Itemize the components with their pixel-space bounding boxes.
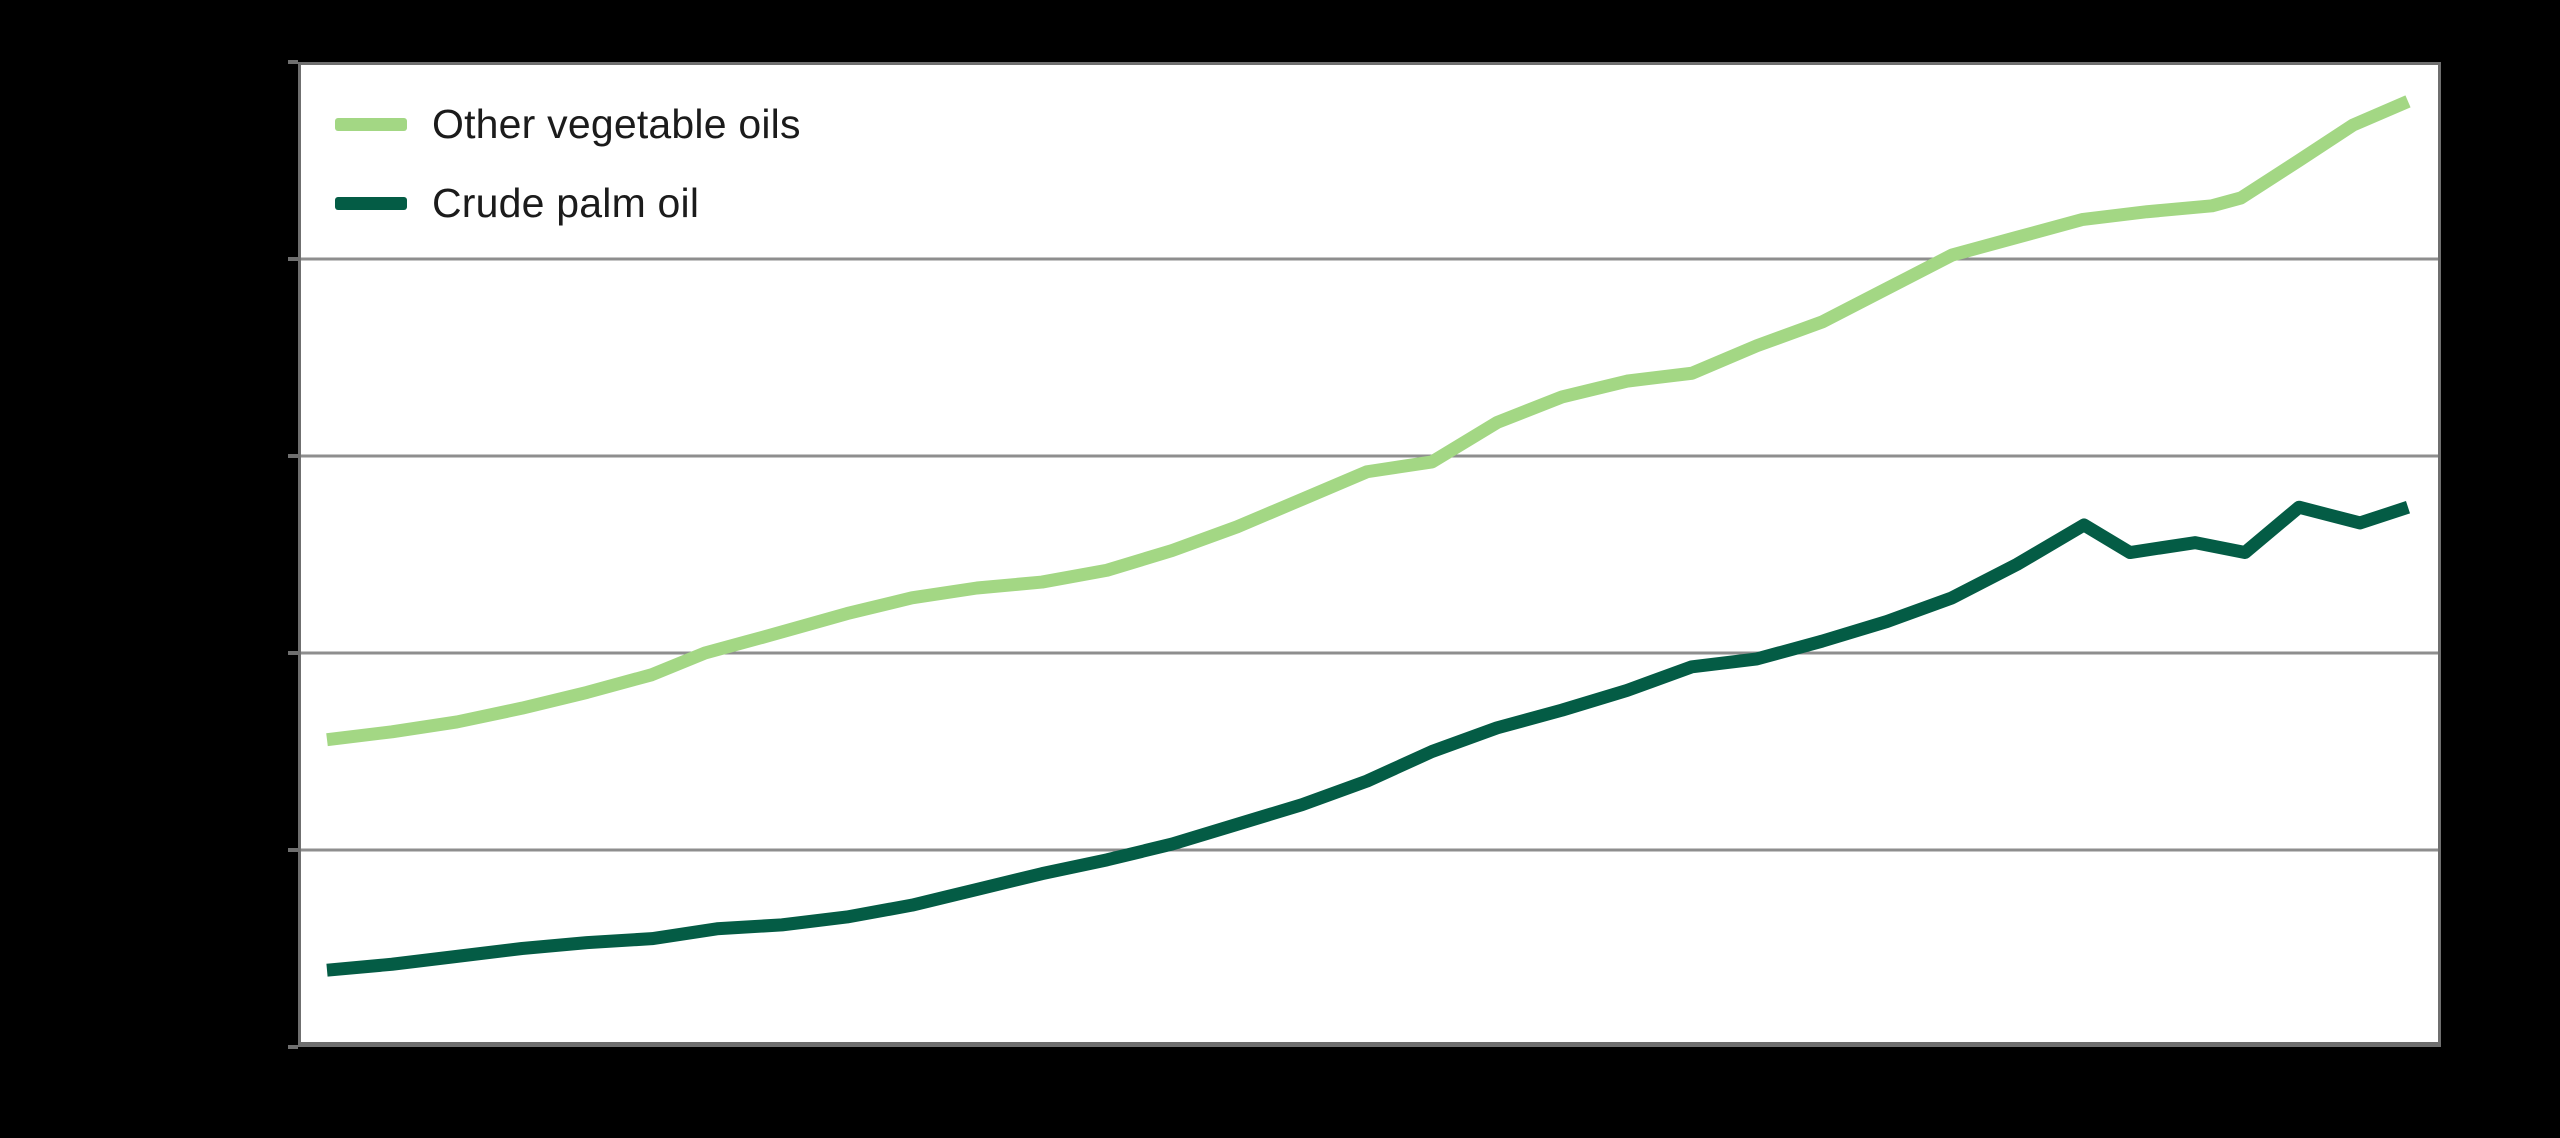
legend-swatch-other-vegetable-oils	[335, 118, 407, 131]
legend: Other vegetable oils Crude palm oil	[335, 102, 801, 226]
chart-svg	[288, 60, 2441, 1049]
legend-label-crude-palm-oil: Crude palm oil	[432, 180, 700, 226]
legend-item-other-vegetable-oils: Other vegetable oils	[335, 102, 801, 147]
series-line-other-vegetable-oils	[326, 95, 2411, 747]
series-line-crude-palm-oil	[326, 500, 2411, 977]
legend-item-crude-palm-oil: Crude palm oil	[335, 181, 801, 226]
legend-swatch-crude-palm-oil	[335, 197, 407, 210]
legend-label-other-vegetable-oils: Other vegetable oils	[432, 101, 801, 147]
plot-area: Other vegetable oils Crude palm oil	[288, 60, 2441, 1049]
